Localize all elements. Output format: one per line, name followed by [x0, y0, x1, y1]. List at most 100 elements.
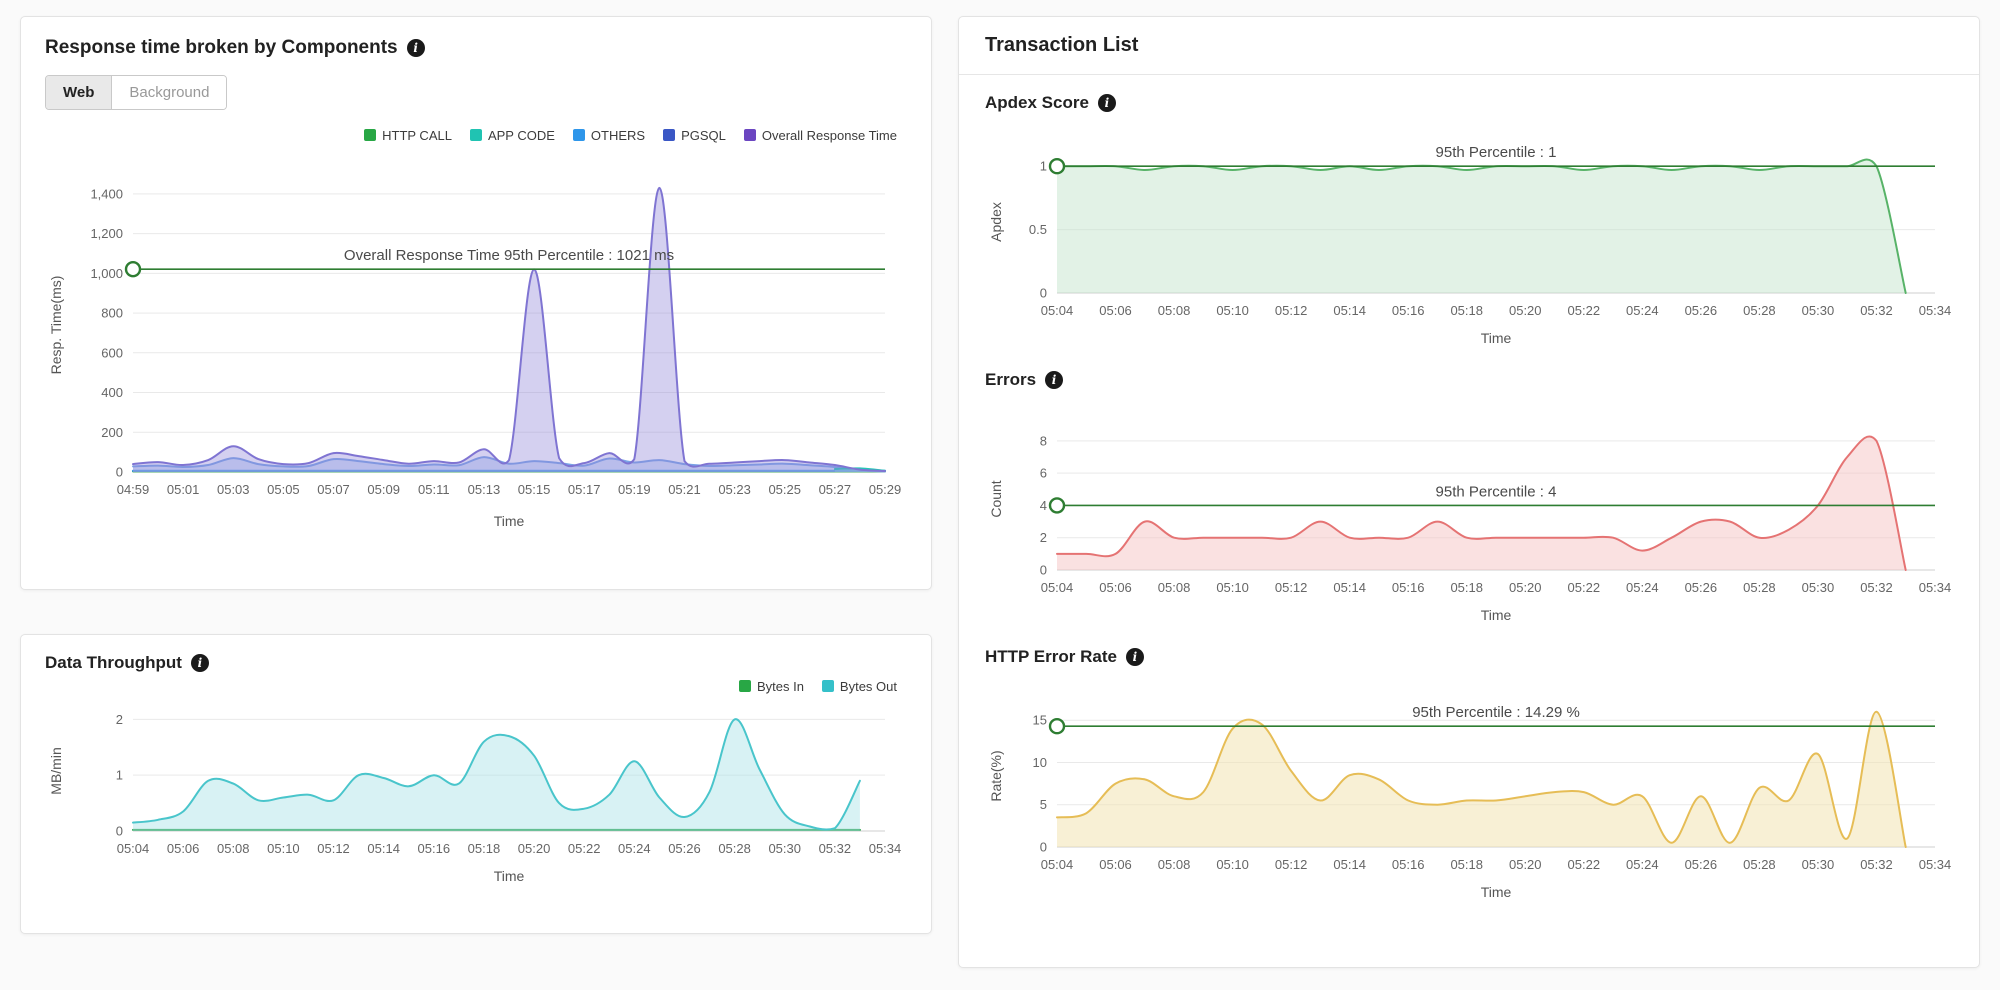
legend-item-app-code[interactable]: APP CODE: [469, 128, 555, 143]
info-icon[interactable]: [406, 39, 425, 57]
legend-item-pgsql[interactable]: PGSQL: [663, 128, 726, 143]
x-tick-label: 05:16: [418, 841, 451, 856]
x-tick-label: 05:12: [1275, 303, 1308, 318]
x-tick-label: 05:08: [1158, 580, 1191, 595]
x-tick-label: 05:17: [568, 482, 601, 497]
left-column: Response time broken by Components Web B…: [20, 16, 932, 974]
legend-swatch: [469, 129, 482, 141]
x-tick-label: 05:04: [117, 841, 150, 856]
y-tick-label: 10: [1033, 755, 1047, 770]
legend-item-http-call[interactable]: HTTP CALL: [364, 128, 452, 143]
legend-item-bytes-in[interactable]: Bytes In: [738, 678, 804, 694]
x-tick-label: 05:34: [1919, 580, 1952, 595]
x-tick-label: 05:12: [1275, 857, 1308, 872]
percentile-label: Overall Response Time 95th Percentile : …: [344, 247, 674, 264]
x-tick-label: 05:24: [1626, 580, 1659, 595]
x-tick-label: 05:30: [1802, 857, 1835, 872]
y-axis-label: Count: [988, 480, 1004, 517]
legend-label: OTHERS: [590, 127, 646, 143]
y-tick-label: 6: [1040, 466, 1047, 481]
x-tick-label: 05:24: [618, 841, 651, 856]
y-axis-label: Resp. Time(ms): [48, 276, 64, 375]
y-tick-label: 5: [1040, 797, 1047, 812]
x-tick-label: 05:32: [1860, 580, 1893, 595]
legend-swatch: [663, 129, 676, 141]
x-tick-label: 05:13: [468, 482, 501, 497]
x-tick-label: 05:29: [869, 482, 902, 497]
apdex-title: Apdex Score: [985, 93, 1089, 112]
transaction-list-header: Transaction List: [959, 17, 1979, 75]
info-icon[interactable]: [1125, 648, 1144, 666]
x-tick-label: 05:08: [1158, 303, 1191, 318]
series-errors-area: [1057, 436, 1906, 570]
info-icon[interactable]: [1045, 371, 1064, 389]
x-tick-label: 05:32: [819, 841, 852, 856]
info-icon[interactable]: [190, 654, 209, 672]
x-tick-label: 05:11: [418, 482, 450, 497]
x-tick-label: 05:18: [1450, 303, 1483, 318]
tab-web[interactable]: Web: [46, 76, 113, 109]
percentile-marker: [1048, 158, 1066, 175]
x-tick-label: 05:15: [518, 482, 551, 497]
http-error-rate-svg: 0 5 10 15 05:04 05:06 05:08 05:10 05:12 05:14 05:1…: [988, 704, 1951, 900]
x-tick-label: 05:20: [1509, 580, 1542, 595]
legend-label: HTTP CALL: [382, 127, 452, 143]
x-tick-label: 05:28: [718, 841, 751, 856]
errors-svg: 0 2 4 6 8 05:04 05:06 05:08 05:10 05:12 05:14 05:16…: [988, 433, 1952, 623]
x-tick-label: 05:26: [1685, 303, 1718, 318]
x-tick-label: 05:06: [167, 841, 200, 856]
response-time-svg: 0 200 400 600 800 1,000 1,200 1,400 04:59 05:01 05…: [48, 186, 902, 529]
y-tick-label: 0.5: [1029, 222, 1047, 237]
info-icon[interactable]: [1097, 94, 1116, 112]
legend-label: Bytes Out: [839, 678, 897, 694]
x-tick-label: 05:10: [1216, 580, 1249, 595]
tab-background[interactable]: Background: [112, 76, 227, 109]
series-http-error-rate-area: [1057, 711, 1906, 847]
y-tick-label: 600: [101, 345, 123, 360]
response-time-chart: 0 200 400 600 800 1,000 1,200 1,400 04:59 05:01 05…: [45, 148, 907, 539]
x-tick-label: 05:16: [1392, 857, 1425, 872]
percentile-marker: [1048, 718, 1066, 735]
y-tick-label: 1,400: [90, 186, 123, 201]
x-tick-label: 05:16: [1392, 303, 1425, 318]
legend-swatch: [738, 680, 751, 692]
apdex-section: Apdex Score 0 0.5 1 05:04 05:06 05:08 05:10 05:…: [985, 93, 1953, 356]
x-tick-label: 05:28: [1743, 857, 1776, 872]
series-bytes-out-area: [133, 719, 860, 831]
data-throughput-header: Data Throughput: [45, 653, 907, 673]
apdex-svg: 0 0.5 1 05:04 05:06 05:08 05:10 05:12 05:14 05:16…: [988, 144, 1952, 346]
y-tick-label: 0: [116, 465, 123, 480]
apdex-header: Apdex Score: [985, 93, 1953, 113]
data-throughput-legend: Bytes In Bytes Out: [45, 677, 897, 695]
errors-title: Errors: [985, 370, 1037, 389]
x-tick-label: 05:20: [518, 841, 551, 856]
x-tick-label: 05:34: [1919, 303, 1952, 318]
y-tick-label: 2: [116, 712, 123, 727]
legend-swatch: [743, 129, 756, 141]
transaction-list-body: Apdex Score 0 0.5 1 05:04 05:06 05:08 05:10 05:…: [959, 75, 1979, 910]
legend-item-bytes-out[interactable]: Bytes Out: [821, 678, 897, 694]
x-tick-label: 05:08: [217, 841, 250, 856]
series-overall-response-time-line: [132, 186, 886, 472]
y-tick-label: 15: [1033, 713, 1047, 728]
x-tick-label: 05:12: [317, 841, 350, 856]
errors-section: Errors 0 2 4 6 8 05:04 05:06 05:08 05:10 05:12 05:…: [985, 370, 1953, 633]
x-tick-label: 05:18: [1450, 857, 1483, 872]
http-error-rate-chart: 0 5 10 15 05:04 05:06 05:08 05:10 05:12 05:14 05:1…: [985, 673, 1953, 910]
legend-item-others[interactable]: OTHERS: [572, 127, 646, 143]
y-tick-label: 1,000: [90, 266, 123, 281]
response-time-panel: Response time broken by Components Web B…: [20, 16, 932, 590]
percentile-label: 95th Percentile : 1: [1436, 144, 1557, 161]
x-tick-label: 05:22: [1568, 857, 1601, 872]
y-tick-label: 1: [116, 768, 123, 783]
x-tick-label: 05:10: [1216, 303, 1249, 318]
legend-item-overall-response-time[interactable]: Overall Response Time: [743, 128, 897, 143]
percentile-label: 95th Percentile : 14.29 %: [1412, 704, 1580, 721]
x-tick-label: 05:27: [819, 482, 852, 497]
y-tick-label: 0: [1040, 563, 1047, 578]
x-tick-label: 05:06: [1099, 303, 1132, 318]
x-axis-label: Time: [494, 513, 525, 529]
percentile-marker: [124, 260, 142, 278]
legend-label: Bytes In: [756, 678, 804, 694]
x-tick-label: 05:22: [1568, 303, 1601, 318]
